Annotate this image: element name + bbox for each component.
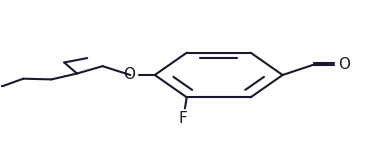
Text: O: O	[338, 57, 350, 72]
Text: O: O	[123, 68, 135, 82]
Text: F: F	[179, 111, 187, 126]
